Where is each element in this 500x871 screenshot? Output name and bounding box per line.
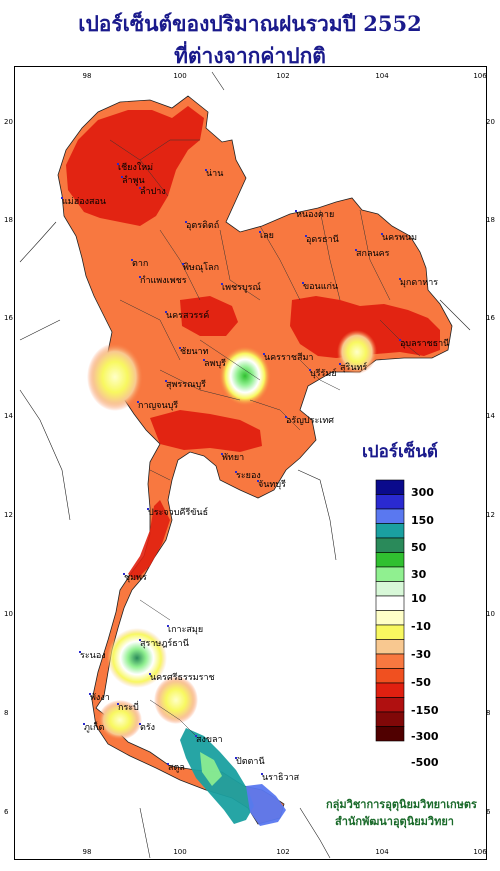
legend-label: 150 <box>411 514 434 527</box>
map-title-line1: เปอร์เซ็นต์ของปริมาณฝนรวมปี 2552 <box>78 11 422 36</box>
legend-title: เปอร์เซ็นต์ <box>362 442 438 462</box>
northeast-red-zone <box>290 296 440 358</box>
neighbour-borders <box>19 71 471 859</box>
deep-south-lightgreen-zone <box>200 752 222 786</box>
province-boundaries <box>109 139 421 741</box>
bangkok-red-zone <box>150 410 262 452</box>
legend-label: -500 <box>411 756 439 769</box>
legend-label: -30 <box>411 648 431 661</box>
south-dry-blob <box>154 676 198 724</box>
credit-line1: กลุ่มวิชาการอุตุนิยมวิทยาเกษตร <box>326 798 477 811</box>
north-red-zone <box>66 106 204 226</box>
central-wet-blob <box>219 346 271 406</box>
legend-label: 30 <box>411 568 427 581</box>
legend-label: -300 <box>411 730 439 743</box>
legend-label: 10 <box>411 592 427 605</box>
legend-label: 50 <box>411 541 427 554</box>
west-dry-blob <box>87 343 143 411</box>
deep-south-blue-zone <box>246 784 286 826</box>
legend-label: -150 <box>411 704 439 717</box>
south-red-strip <box>128 500 170 580</box>
south-wet-blob <box>107 628 167 688</box>
credit-line2: สำนักพัฒนาอุตุนิยมวิทยา <box>335 815 454 828</box>
map-title-line2: ที่ต่างจากค่าปกติ <box>174 43 326 68</box>
central-red-zone <box>180 296 238 336</box>
legend-label: -50 <box>411 676 431 689</box>
legend-label: 300 <box>411 486 434 499</box>
south-yellow-blob <box>98 700 142 740</box>
east-dry-blob <box>337 330 377 374</box>
legend-label: -10 <box>411 620 431 633</box>
